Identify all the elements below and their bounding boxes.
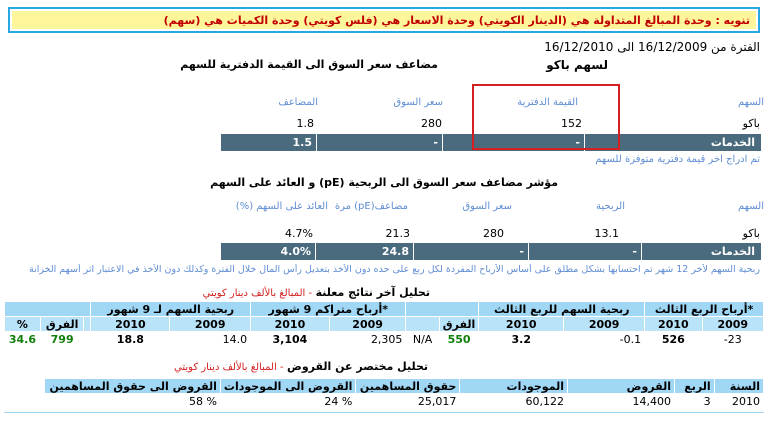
results-spacer-left: [3, 301, 92, 317]
section3-heading: تحليل آخر نتائج معلنة - المبالغ بالألف د…: [203, 286, 430, 299]
loans-v-loans-equity: 58 %: [44, 393, 221, 409]
sector2-pe: 24.8: [315, 243, 413, 260]
highlight-box: [472, 84, 620, 150]
col-nm-2010: 2010: [250, 316, 330, 332]
notice-text: تنويه : وحدة المبالغ المتداولة هي (الدين…: [163, 13, 750, 27]
sector2-profit: -: [528, 243, 641, 260]
val-nmeps-2009: 14.0: [169, 331, 252, 347]
val-q3-pct: N/A: [405, 331, 440, 347]
row-book-value: 152: [561, 117, 582, 130]
val-q3-diff: 550: [438, 331, 480, 347]
loans-h-equity: حقوق المساهمين: [355, 378, 461, 394]
section4-subtitle: - المبالغ بالألف دينار كويتي: [174, 362, 284, 373]
loans-h-loans-assets: القروض الى الموجودات: [219, 378, 357, 394]
s2-header-market-price: سعر السوق: [462, 201, 512, 212]
col-q3eps-2009: 2009: [563, 316, 646, 332]
sector-bar-2: 4.0% 24.8 - - الخدمات: [220, 243, 761, 260]
section1-note: تم ادراج اخر قيمة دفترية متوفرة للسهم: [595, 154, 760, 165]
col-nm-2009: 2009: [328, 316, 407, 332]
header-book-value: القيمة الدفترية: [517, 97, 578, 108]
group-q3-eps: ربحية السهم للربع الثالث: [478, 301, 646, 317]
val-q3eps-2010: 3.2: [478, 331, 565, 347]
s2-header-return: العائد على السهم (%): [235, 201, 328, 212]
section2-title: مؤشر مضاعف سعر السوق الى الربحية (pE) و …: [210, 176, 558, 189]
row-stock-name: باكو: [742, 117, 760, 130]
section2-note: ربحية السهم لأخر 12 شهر تم احتسابها بشكل…: [29, 264, 760, 275]
section4-title: تحليل مختصر عن القروض: [287, 360, 428, 373]
row-multiplier: 1.8: [296, 117, 315, 130]
val-nm-diff: 799: [39, 331, 85, 347]
s2-header-profit: الربحية: [596, 201, 625, 212]
notice-banner: تنويه : وحدة المبالغ المتداولة هي (الدين…: [8, 7, 760, 33]
section1-title: مضاعف سعر السوق الى القيمة الدفترية للسه…: [180, 58, 438, 71]
s2-row-stock: باكو: [742, 227, 760, 240]
sector-bar-1: 1.5 - - الخدمات: [220, 134, 761, 151]
s2-header-stock: السهم: [737, 201, 764, 212]
header-multiplier: المضاعف: [278, 97, 318, 108]
sector1-book-value: -: [442, 134, 584, 151]
loans-v-equity: 25,017: [355, 393, 461, 409]
col-nm-diff: الفرق: [39, 316, 85, 332]
results-table: ربحية السهم لـ 9 شهور أرباح متراكم 9 شهو…: [3, 301, 765, 347]
loans-v-year: 2010: [713, 393, 765, 409]
val-nm-2010: 3,104: [250, 331, 330, 347]
col-q3-diff: الفرق: [438, 316, 480, 332]
val-q3-2009: -23: [701, 331, 765, 347]
s2-row-market-price: 280: [483, 227, 504, 240]
loans-v-assets: 60,122: [459, 393, 568, 409]
s2-header-pe: مضاعف(pE) مرة: [334, 201, 408, 212]
s2-row-profit: 13.1: [594, 227, 620, 240]
col-q3-pct: [405, 316, 440, 332]
results-spacer-mid: [405, 301, 480, 317]
period-text: الفترة من 16/12/2009 الى 16/12/2010: [544, 40, 760, 54]
val-nm-2009: 2,305: [328, 331, 407, 347]
section4-heading: تحليل مختصر عن القروض - المبالغ بالألف د…: [174, 360, 428, 373]
section3-subtitle: - المبالغ بالألف دينار كويتي: [202, 288, 313, 299]
bottom-divider: [4, 412, 764, 413]
stock-label: لسهم باكو: [546, 58, 608, 72]
val-q3-2010: 526: [644, 331, 703, 347]
header-market-price: سعر السوق: [393, 97, 443, 108]
sector1-multiplier: 1.5: [220, 134, 316, 151]
loans-v-quarter: 3: [673, 393, 715, 409]
loans-h-loans: القروض: [566, 378, 675, 394]
sector2-market-price: -: [413, 243, 528, 260]
col-q3-2009: 2009: [701, 316, 765, 332]
loans-h-assets: الموجودات: [459, 378, 568, 394]
col-nmeps-2010: 2010: [90, 316, 171, 332]
s2-row-pe: 21.3: [385, 227, 411, 240]
group-q3: أرباح الربع الثالث*: [644, 301, 764, 317]
loans-h-loans-equity: القروض الى حقوق المساهمين: [44, 378, 221, 394]
sector1-name: الخدمات: [584, 134, 761, 151]
val-nm-pct: 34.6: [4, 331, 41, 347]
s2-row-return: 4.7%: [285, 227, 313, 240]
loans-v-loans: 14,400: [566, 393, 675, 409]
col-nm-pct: %: [4, 316, 41, 332]
loans-table: القروض الى حقوق المساهمين القروض الى الم…: [44, 378, 765, 409]
loans-v-loans-assets: 24 %: [219, 393, 357, 409]
val-q3eps-2009: -0.1: [563, 331, 646, 347]
sector2-return: 4.0%: [220, 243, 315, 260]
col-q3-2010: 2010: [644, 316, 703, 332]
group-nine-months: أرباح متراكم 9 شهور*: [250, 301, 407, 317]
loans-h-year: السنة: [713, 378, 765, 394]
sector2-name: الخدمات: [641, 243, 761, 260]
section3-title: تحليل آخر نتائج معلنة: [315, 286, 430, 299]
group-nine-eps: ربحية السهم لـ 9 شهور: [90, 301, 252, 317]
loans-h-quarter: الربع: [673, 378, 715, 394]
val-gap: [83, 331, 92, 347]
header-stock: السهم: [737, 97, 764, 108]
col-gap: [83, 316, 92, 332]
val-nmeps-2010: 18.8: [90, 331, 171, 347]
sector1-market-price: -: [316, 134, 442, 151]
col-q3eps-2010: 2010: [478, 316, 565, 332]
row-market-price: 280: [421, 117, 442, 130]
col-nmeps-2009: 2009: [169, 316, 252, 332]
